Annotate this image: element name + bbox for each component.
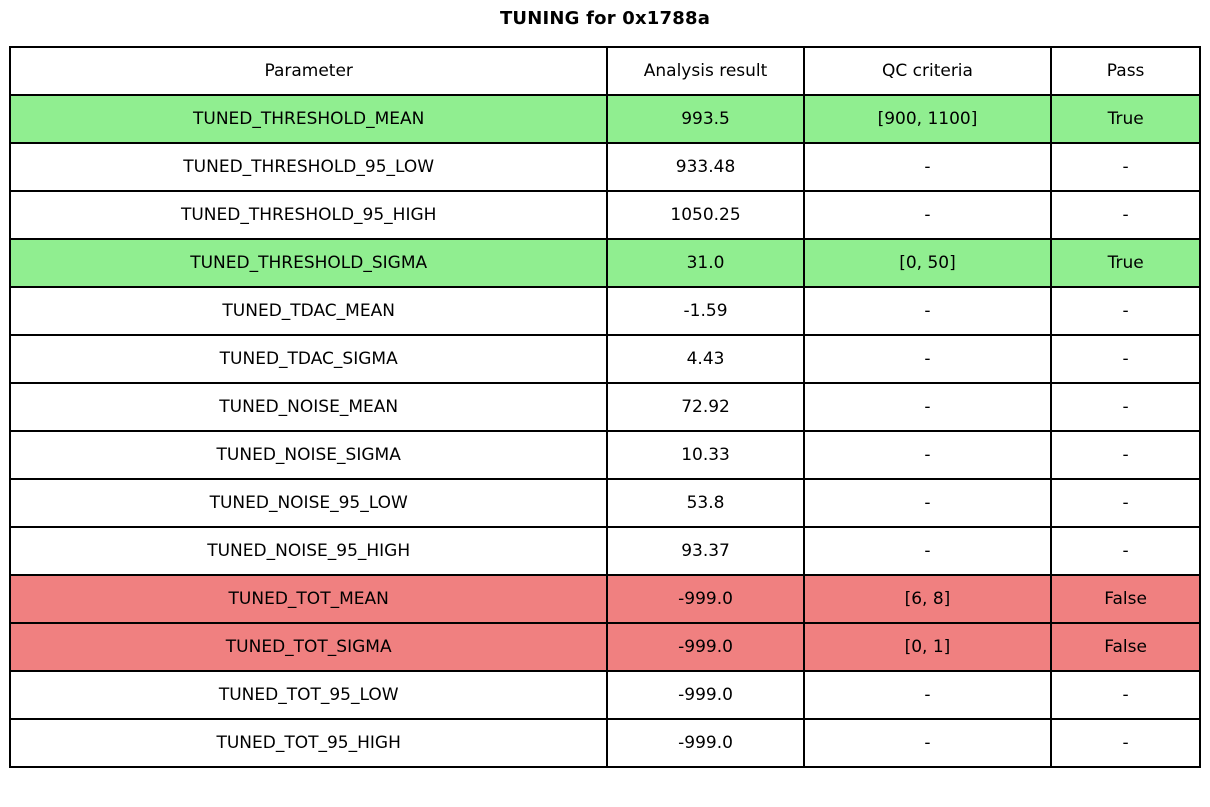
- result-cell: -999.0: [606, 718, 805, 768]
- param-cell: TUNED_TOT_MEAN: [8, 574, 609, 624]
- result-cell: 993.5: [606, 94, 805, 144]
- param-cell: TUNED_THRESHOLD_SIGMA: [8, 238, 609, 288]
- param-cell: TUNED_TDAC_SIGMA: [8, 334, 609, 384]
- table-row: TUNED_TOT_95_HIGH -999.0- -: [8, 718, 1201, 768]
- criteria-cell: -: [802, 478, 1053, 528]
- pass-cell: -: [1050, 430, 1201, 480]
- table-row: TUNED_NOISE_95_HIGH 93.37- -: [8, 526, 1201, 576]
- result-cell: -999.0: [606, 574, 805, 624]
- result-cell: 933.48: [606, 142, 805, 192]
- criteria-cell: -: [802, 670, 1053, 720]
- result-cell: 1050.25: [606, 190, 805, 240]
- param-cell: TUNED_TOT_95_LOW: [8, 670, 609, 720]
- criteria-cell: -: [802, 142, 1053, 192]
- result-cell: -999.0: [606, 622, 805, 672]
- table-row: TUNED_NOISE_95_LOW 53.8- -: [8, 478, 1201, 528]
- table-row: TUNED_THRESHOLD_MEAN 993.5 [900, 1100] True: [8, 94, 1201, 144]
- param-cell: TUNED_TDAC_MEAN: [8, 286, 609, 336]
- param-cell: TUNED_NOISE_MEAN: [8, 382, 609, 432]
- criteria-cell: [0, 50]: [802, 238, 1053, 288]
- pass-cell: False: [1050, 574, 1201, 624]
- pass-cell: -: [1050, 478, 1201, 528]
- pass-cell: -: [1050, 286, 1201, 336]
- criteria-cell: -: [802, 382, 1053, 432]
- pass-cell: True: [1050, 238, 1201, 288]
- criteria-cell: -: [802, 718, 1053, 768]
- pass-cell: -: [1050, 142, 1201, 192]
- header-row: Parameter Analysis result QC criteria Pa…: [8, 46, 1201, 96]
- pass-cell: True: [1050, 94, 1201, 144]
- criteria-cell: -: [802, 190, 1053, 240]
- param-cell: TUNED_NOISE_SIGMA: [8, 430, 609, 480]
- header-analysis-result: Analysis result: [606, 46, 805, 96]
- criteria-cell: [6, 8]: [802, 574, 1053, 624]
- param-cell: TUNED_NOISE_95_HIGH: [8, 526, 609, 576]
- criteria-cell: [900, 1100]: [802, 94, 1053, 144]
- result-cell: 31.0: [606, 238, 805, 288]
- table-row: TUNED_THRESHOLD_SIGMA 31.0 [0, 50] True: [8, 238, 1201, 288]
- result-cell: 53.8: [606, 478, 805, 528]
- table-row: TUNED_NOISE_MEAN 72.92- -: [8, 382, 1201, 432]
- criteria-cell: [0, 1]: [802, 622, 1053, 672]
- table-row: TUNED_TOT_SIGMA -999.0 [0, 1] False: [8, 622, 1201, 672]
- result-cell: 10.33: [606, 430, 805, 480]
- param-cell: TUNED_THRESHOLD_95_LOW: [8, 142, 609, 192]
- result-cell: 72.92: [606, 382, 805, 432]
- param-cell: TUNED_TOT_95_HIGH: [8, 718, 609, 768]
- header-parameter: Parameter: [8, 46, 609, 96]
- page-title: TUNING for 0x1788a: [499, 8, 711, 29]
- table-row: TUNED_TOT_95_LOW -999.0- -: [8, 670, 1201, 720]
- param-cell: TUNED_THRESHOLD_95_HIGH: [8, 190, 609, 240]
- param-cell: TUNED_THRESHOLD_MEAN: [8, 94, 609, 144]
- pass-cell: -: [1050, 382, 1201, 432]
- header-pass: Pass: [1050, 46, 1201, 96]
- result-cell: 4.43: [606, 334, 805, 384]
- table-row: TUNED_THRESHOLD_95_LOW 933.48- -: [8, 142, 1201, 192]
- criteria-cell: -: [802, 334, 1053, 384]
- criteria-cell: -: [802, 286, 1053, 336]
- pass-cell: -: [1050, 190, 1201, 240]
- result-cell: -999.0: [606, 670, 805, 720]
- pass-cell: -: [1050, 670, 1201, 720]
- pass-cell: -: [1050, 526, 1201, 576]
- pass-cell: -: [1050, 718, 1201, 768]
- result-cell: 93.37: [606, 526, 805, 576]
- table-row: TUNED_TOT_MEAN -999.0 [6, 8] False: [8, 574, 1201, 624]
- pass-cell: False: [1050, 622, 1201, 672]
- header-qc-criteria: QC criteria: [802, 46, 1053, 96]
- param-cell: TUNED_NOISE_95_LOW: [8, 478, 609, 528]
- param-cell: TUNED_TOT_SIGMA: [8, 622, 609, 672]
- table-row: TUNED_NOISE_SIGMA 10.33- -: [8, 430, 1201, 480]
- qc-table: Parameter Analysis result QC criteria Pa…: [8, 46, 1201, 768]
- criteria-cell: -: [802, 526, 1053, 576]
- criteria-cell: -: [802, 430, 1053, 480]
- pass-cell: -: [1050, 334, 1201, 384]
- table-row: TUNED_TDAC_MEAN -1.59- -: [8, 286, 1201, 336]
- table-row: TUNED_TDAC_SIGMA 4.43- -: [8, 334, 1201, 384]
- result-cell: -1.59: [606, 286, 805, 336]
- table-row: TUNED_THRESHOLD_95_HIGH 1050.25- -: [8, 190, 1201, 240]
